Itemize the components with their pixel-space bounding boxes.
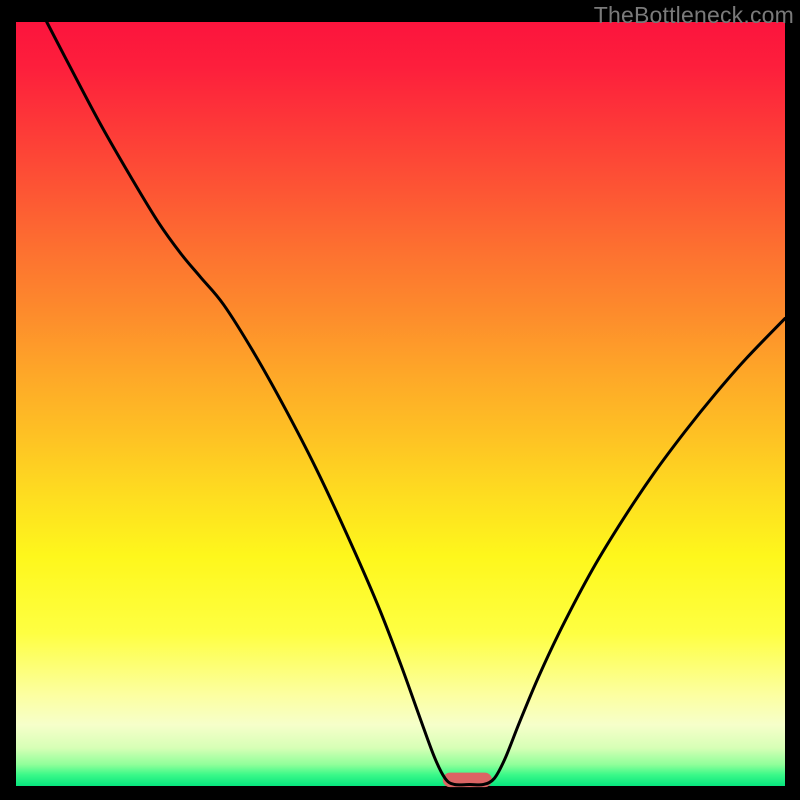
bottleneck-chart [0, 0, 800, 800]
plot-background [16, 22, 785, 786]
watermark-text: TheBottleneck.com [594, 2, 794, 29]
